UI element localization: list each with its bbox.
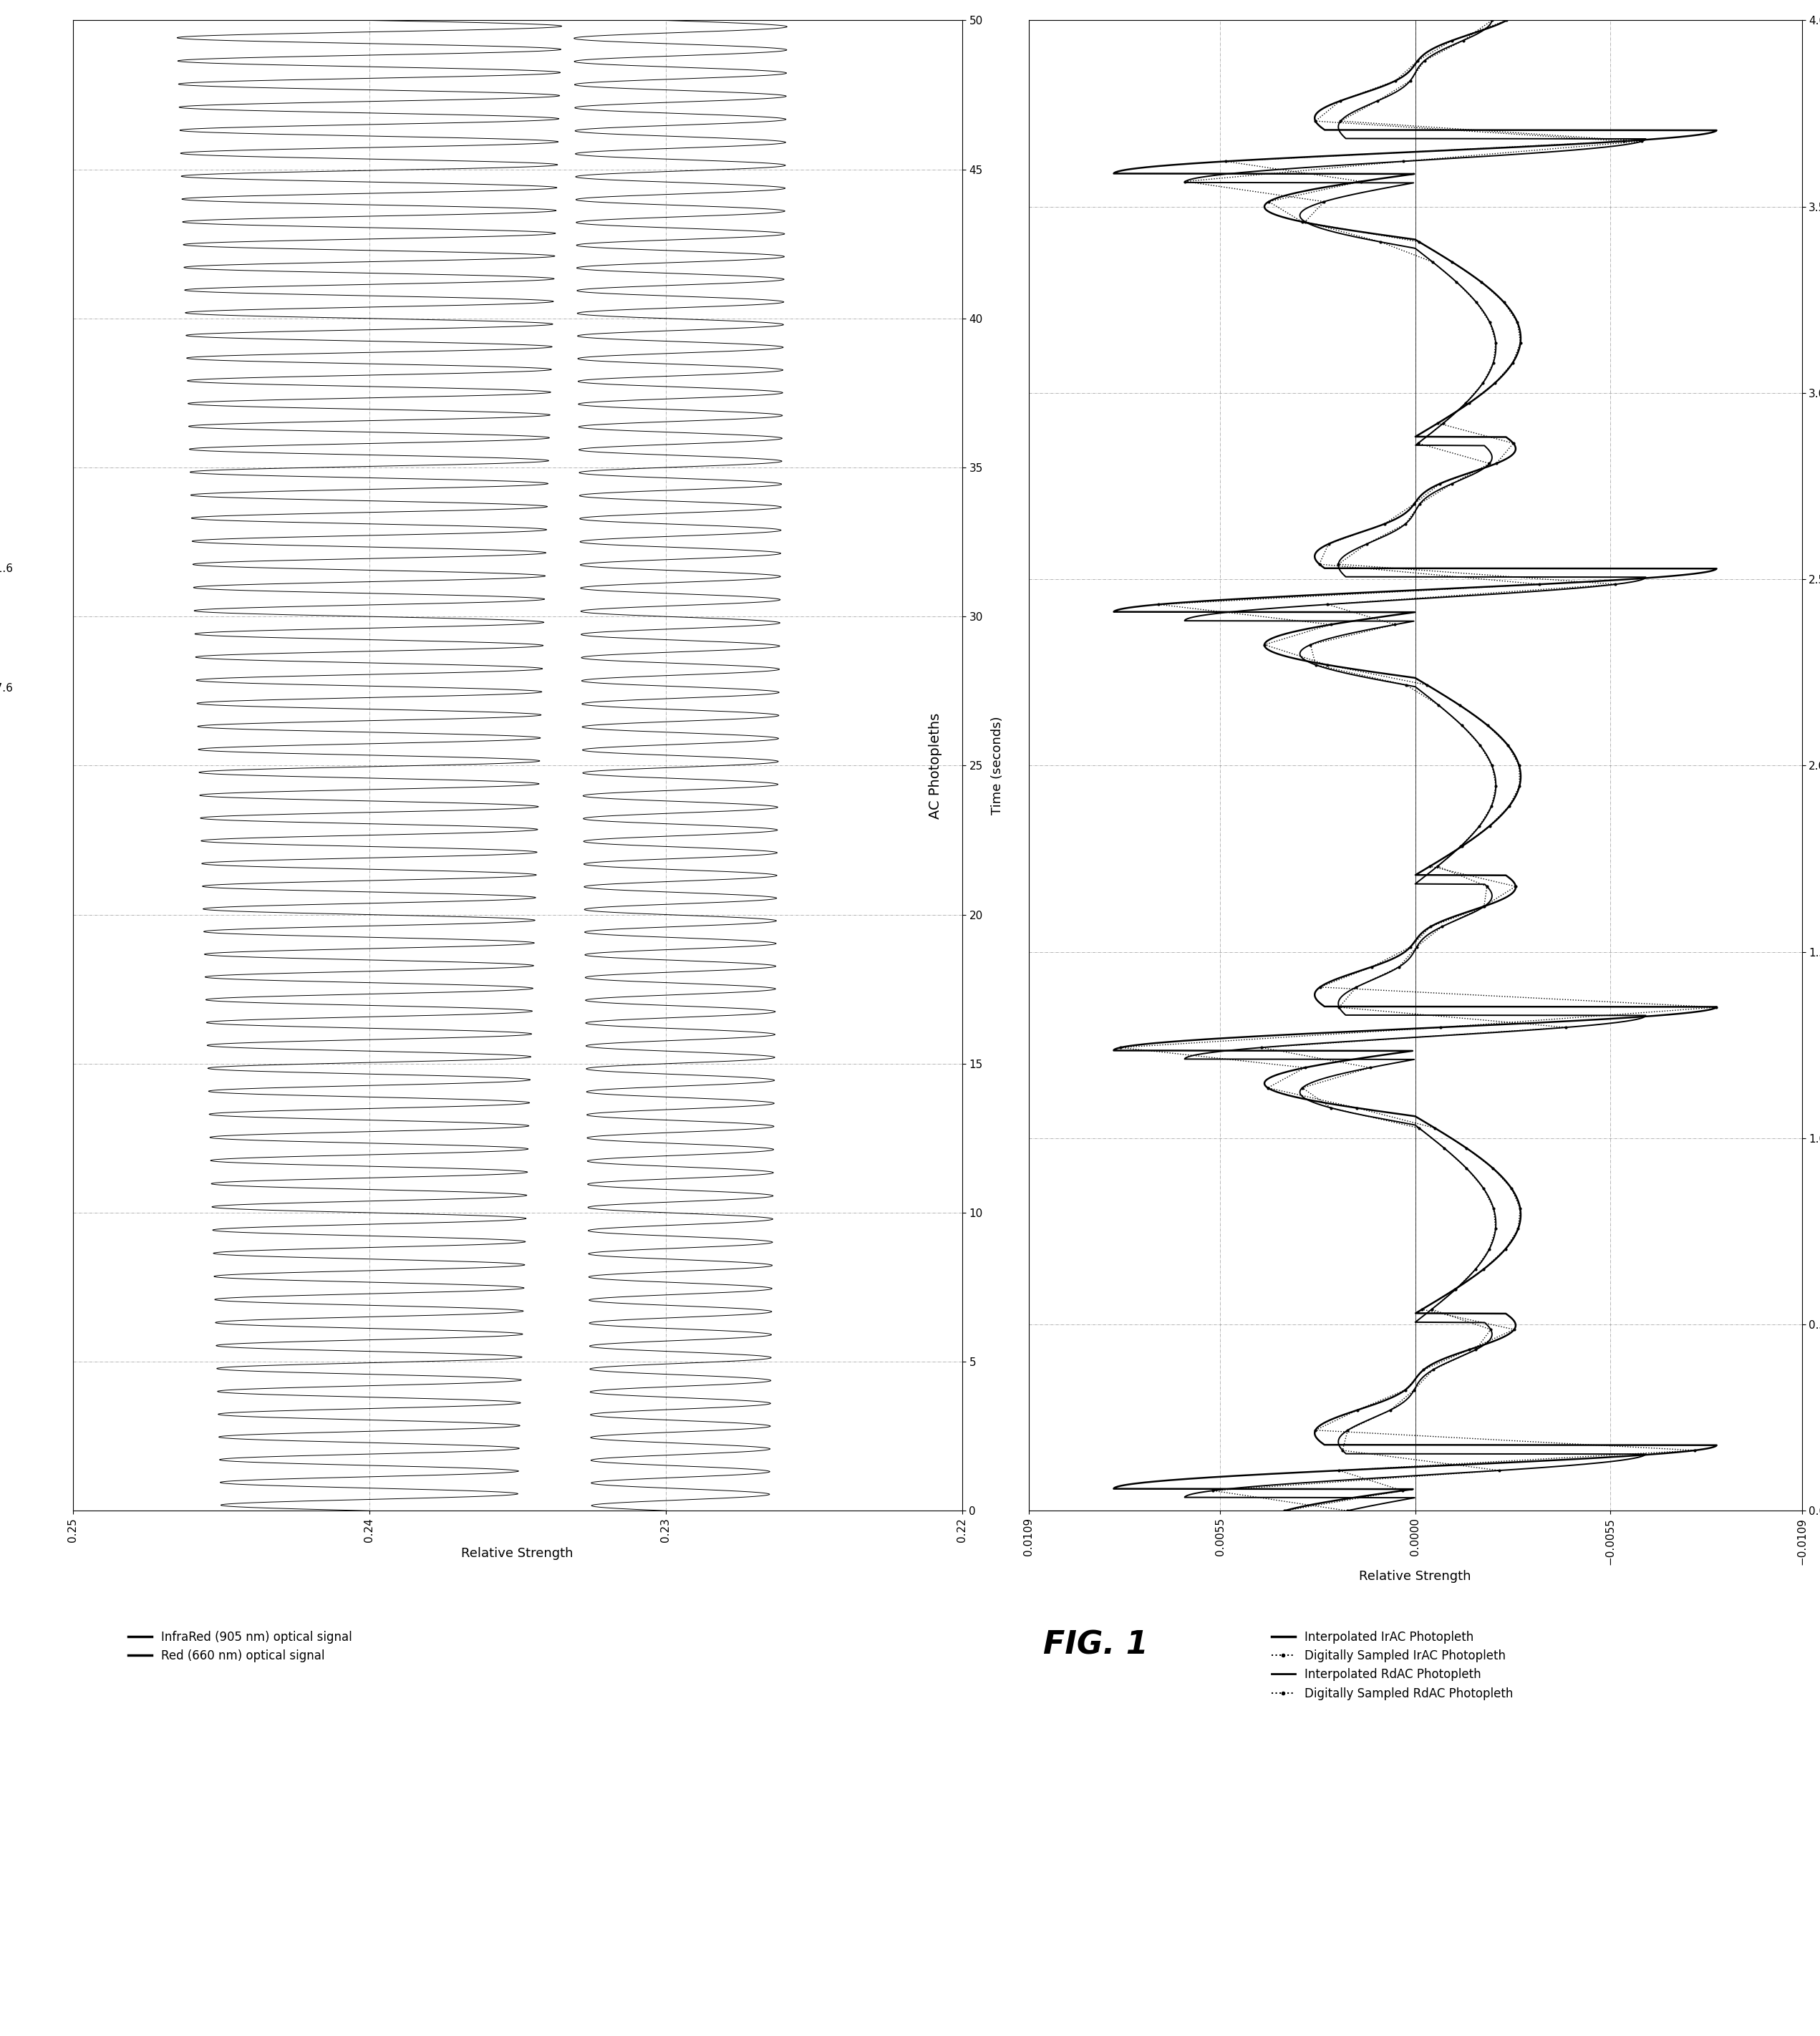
X-axis label: Relative Strength: Relative Strength [1360, 1570, 1471, 1582]
X-axis label: Relative Strength: Relative Strength [462, 1547, 573, 1560]
Text: 27.6: 27.6 [0, 682, 13, 694]
Legend: InfraRed (905 nm) optical signal, Red (660 nm) optical signal: InfraRed (905 nm) optical signal, Red (6… [124, 1625, 357, 1667]
Y-axis label: Time (seconds): Time (seconds) [990, 717, 1003, 814]
Text: AC Photopleths: AC Photopleths [928, 713, 943, 818]
Text: FIG. 1: FIG. 1 [1043, 1631, 1148, 1661]
Legend: Interpolated IrAC Photopleth, Digitally Sampled IrAC Photopleth, Interpolated Rd: Interpolated IrAC Photopleth, Digitally … [1267, 1625, 1518, 1704]
Text: 31.6: 31.6 [0, 564, 13, 574]
